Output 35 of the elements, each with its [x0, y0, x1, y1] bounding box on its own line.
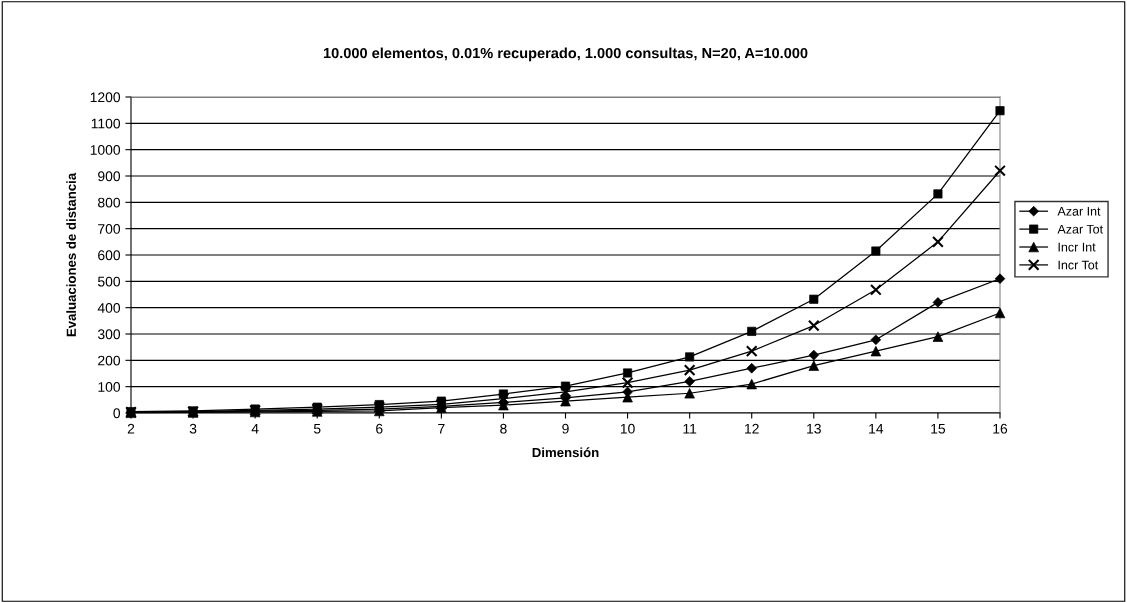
y-tick-label: 300: [97, 329, 121, 340]
x-tick-label: 5: [313, 423, 321, 434]
y-tick-label: 400: [97, 303, 121, 313]
x-tick-label: 13: [807, 423, 821, 434]
x-axis-title: Dimensión: [532, 447, 599, 458]
y-tick-label: 700: [98, 224, 121, 234]
x-tick-label: 15: [931, 423, 946, 434]
chart-title: 10.000 elementos, 0.01% recuperado, 1.000 consultas, N=20, A=10.000: [323, 47, 808, 62]
x-tick-label: 2: [127, 423, 135, 434]
x-tick-label: 3: [189, 423, 197, 434]
y-tick-label: 1100: [91, 118, 121, 129]
legend-label: Azar Int: [1057, 206, 1101, 216]
x-tick-label: 14: [869, 423, 884, 434]
legend-label: Incr Tot: [1058, 260, 1099, 270]
x-tick-label: 16: [993, 423, 1008, 434]
y-tick-label: 900: [98, 171, 121, 182]
y-tick-label: 800: [98, 197, 121, 208]
y-tick-label: 1200: [90, 92, 121, 103]
y-tick-label: 500: [97, 276, 121, 287]
x-tick-label: 10: [620, 423, 635, 434]
y-tick-label: 600: [98, 250, 121, 261]
x-tick-label: 4: [251, 423, 259, 434]
y-axis-title: Evaluaciones de distancia: [66, 172, 76, 337]
y-tick-label: 200: [98, 355, 121, 366]
y-tick-label: 1000: [90, 145, 121, 155]
legend-label: Azar Tot: [1057, 224, 1103, 234]
y-tick-label: 100: [98, 382, 121, 392]
x-tick-label: 9: [562, 423, 569, 434]
x-tick-label: 8: [500, 423, 507, 434]
x-tick-label: 7: [438, 423, 445, 434]
x-tick-label: 12: [745, 423, 759, 434]
legend-label: Incr Int: [1058, 242, 1096, 252]
x-tick-label: 6: [376, 423, 383, 434]
y-tick-label: 0: [113, 408, 121, 419]
x-tick-label: 11: [683, 423, 697, 434]
